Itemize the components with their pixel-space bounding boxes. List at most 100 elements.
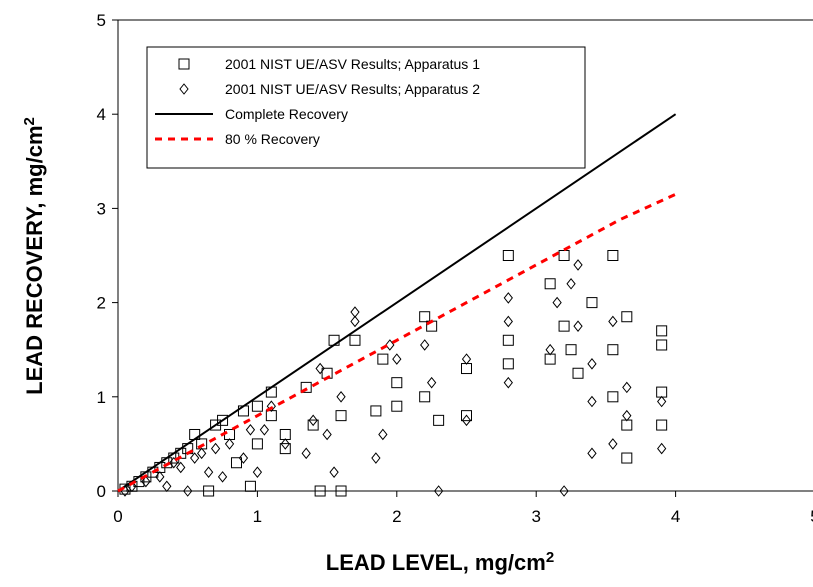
point <box>622 381 632 394</box>
point <box>544 278 556 290</box>
point <box>621 311 633 323</box>
x-tick-label: 0 <box>113 507 122 526</box>
point <box>392 353 402 365</box>
point <box>336 390 346 403</box>
point <box>127 480 137 493</box>
point <box>621 452 633 464</box>
legend-label: 2001 NIST UE/ASV Results; Apparatus 1 <box>225 56 480 72</box>
point <box>196 447 207 460</box>
point <box>210 442 221 455</box>
legend-marker <box>179 83 189 95</box>
point <box>573 259 583 271</box>
x-axis-title-sup: 2 <box>546 549 554 566</box>
legend: 2001 NIST UE/ASV Results; Apparatus 1 200… <box>146 46 586 169</box>
point <box>433 485 444 497</box>
point <box>370 405 382 417</box>
y-axis-title-text: LEAD RECOVERY, mg/cm <box>22 125 47 394</box>
point <box>461 410 472 422</box>
x-axis-title-text: LEAD LEVEL, mg/cm <box>326 550 546 575</box>
point <box>350 315 360 328</box>
point <box>502 334 514 346</box>
point <box>621 419 633 431</box>
point <box>322 428 332 441</box>
point <box>419 391 431 403</box>
point <box>238 452 249 464</box>
point <box>266 400 276 413</box>
point <box>259 423 270 436</box>
point <box>251 438 263 450</box>
point <box>280 438 290 450</box>
point <box>335 485 347 497</box>
point <box>573 320 583 332</box>
legend-label: 2001 NIST UE/ASV Results; Apparatus 2 <box>225 81 480 97</box>
point <box>224 438 235 450</box>
point <box>607 344 619 356</box>
point <box>329 466 339 478</box>
point <box>558 320 570 332</box>
y-axis-title-sup: 2 <box>21 117 38 125</box>
point <box>656 386 668 398</box>
point <box>656 339 668 351</box>
legend-label: 80 % Recovery <box>225 131 320 147</box>
point <box>391 377 403 389</box>
point <box>377 353 389 365</box>
x-tick-label: 3 <box>531 507 540 526</box>
point <box>608 315 618 328</box>
y-tick-label: 2 <box>97 294 106 313</box>
point <box>308 414 318 427</box>
y-tick-label: 5 <box>97 11 106 30</box>
point <box>279 443 291 455</box>
legend-box <box>146 46 586 169</box>
point <box>307 419 319 431</box>
line-series <box>117 192 677 493</box>
point <box>279 428 291 440</box>
point <box>433 414 445 426</box>
y-tick-label: 0 <box>97 482 106 501</box>
point <box>217 471 228 483</box>
point <box>656 419 668 431</box>
point <box>385 339 395 351</box>
point <box>502 250 514 261</box>
point <box>244 480 256 492</box>
point <box>657 395 667 408</box>
point <box>607 250 619 261</box>
point <box>657 442 667 455</box>
point <box>587 447 597 460</box>
point <box>544 353 556 365</box>
point <box>265 410 277 422</box>
point <box>350 306 360 318</box>
point <box>230 457 242 469</box>
point <box>461 353 472 365</box>
point <box>141 475 151 488</box>
x-tick-label: 5 <box>810 507 813 526</box>
point <box>314 485 326 497</box>
point <box>427 376 437 389</box>
x-tick-label: 1 <box>253 507 262 526</box>
point <box>622 409 632 422</box>
point <box>245 423 256 436</box>
point <box>349 334 361 346</box>
y-axis-title: LEAD RECOVERY, mg/cm2 <box>21 117 48 395</box>
legend-label: Complete Recovery <box>225 106 348 122</box>
y-tick-label: 1 <box>97 388 106 407</box>
point <box>587 358 597 370</box>
point <box>502 358 514 370</box>
point <box>378 428 388 441</box>
point <box>419 311 431 323</box>
plot-frame <box>117 19 813 492</box>
point <box>461 363 472 375</box>
point <box>190 452 200 464</box>
point <box>545 343 555 356</box>
point <box>315 362 325 375</box>
point <box>587 395 597 408</box>
legend-marker <box>178 58 190 70</box>
point <box>155 471 165 483</box>
x-tick-label: 4 <box>671 507 680 526</box>
point <box>203 466 214 478</box>
point <box>572 367 584 379</box>
x-axis-title: LEAD LEVEL, mg/cm2 <box>326 549 554 576</box>
point <box>461 414 472 427</box>
point <box>300 381 312 393</box>
